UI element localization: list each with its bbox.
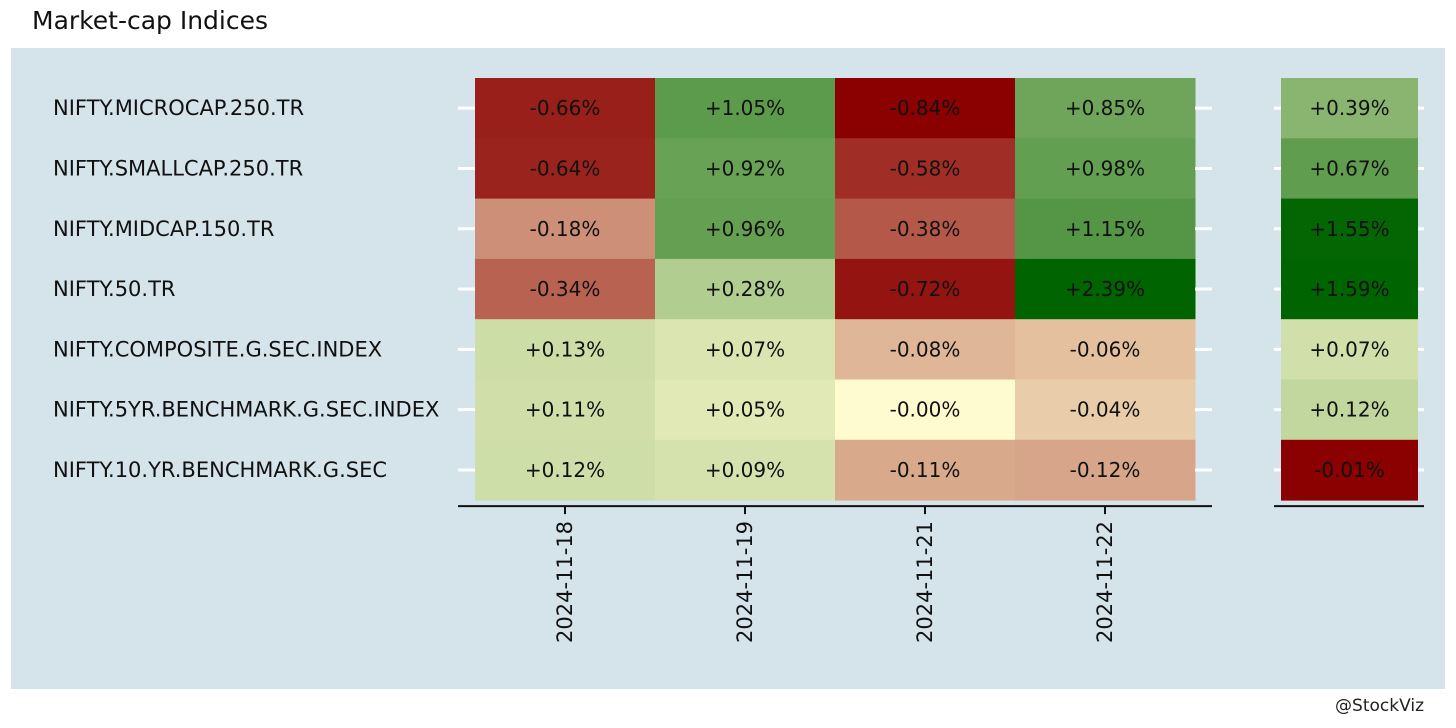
- heatmap-cell: [475, 258, 656, 320]
- cell-value-label: -0.64%: [530, 156, 601, 180]
- summary-value-label: +1.59%: [1309, 277, 1389, 301]
- summary-cell: [1281, 138, 1418, 200]
- heatmap-cell: [835, 319, 1016, 380]
- cell-value-label: -0.04%: [1070, 398, 1141, 422]
- cell-value-label: -0.38%: [890, 217, 961, 241]
- heatmap-cell: [655, 439, 836, 501]
- row-label: NIFTY.COMPOSITE.G.SEC.INDEX: [53, 337, 382, 361]
- cell-value-label: +0.85%: [1065, 96, 1145, 120]
- cell-value-label: +0.28%: [705, 277, 785, 301]
- summary-cell: [1281, 258, 1418, 320]
- cell-value-label: -0.08%: [890, 337, 961, 361]
- row-label: NIFTY.MICROCAP.250.TR: [53, 96, 304, 120]
- heatmap-cell: [655, 319, 836, 380]
- summary-cell: [1281, 379, 1418, 441]
- summary-cell: [1281, 319, 1418, 380]
- cell-value-label: +0.09%: [705, 458, 785, 482]
- tick-marks: [458, 106, 1424, 472]
- cell-value-label: +0.05%: [705, 398, 785, 422]
- summary-value-label: -0.01%: [1314, 458, 1385, 482]
- heatmap-cell: [475, 379, 656, 441]
- cell-value-label: -0.18%: [530, 217, 601, 241]
- x-tick-label: 2024-11-22: [1093, 521, 1117, 643]
- heatmap-cell: [655, 198, 836, 260]
- row-label: NIFTY.5YR.BENCHMARK.G.SEC.INDEX: [53, 398, 439, 422]
- heatmap-cell: [1015, 138, 1196, 200]
- cell-value-label: -0.84%: [890, 96, 961, 120]
- heatmap-cell: [655, 379, 836, 441]
- summary-value-label: +0.39%: [1309, 96, 1389, 120]
- heatmap-cell: [835, 439, 1016, 501]
- heatmap-cell: [1015, 319, 1196, 380]
- x-tick-label: 2024-11-21: [913, 521, 937, 643]
- summary-value-label: +0.07%: [1309, 337, 1389, 361]
- row-label: NIFTY.10.YR.BENCHMARK.G.SEC: [53, 458, 387, 482]
- heatmap-cell: [1015, 78, 1196, 139]
- row-labels: NIFTY.MICROCAP.250.TR NIFTY.SMALLCAP.250.…: [53, 96, 439, 482]
- cell-value-label: +0.13%: [525, 337, 605, 361]
- heatmap-cell: [835, 78, 1016, 139]
- cell-value-label: -0.06%: [1070, 337, 1141, 361]
- heatmap-chart: NIFTY.MICROCAP.250.TR NIFTY.SMALLCAP.250.…: [11, 48, 1445, 689]
- cell-value-label: -0.34%: [530, 277, 601, 301]
- summary-value-label: +0.12%: [1309, 398, 1389, 422]
- heatmap-cell: [475, 439, 656, 501]
- heatmap-cell: [475, 78, 656, 139]
- cell-value-label: -0.72%: [890, 277, 961, 301]
- cell-value-label: -0.11%: [890, 458, 961, 482]
- cell-value-label: -0.66%: [530, 96, 601, 120]
- heatmap-cell: [655, 138, 836, 200]
- x-tick-label: 2024-11-19: [733, 521, 757, 643]
- row-label: NIFTY.SMALLCAP.250.TR: [53, 156, 303, 180]
- summary-cell: [1281, 198, 1418, 260]
- cell-value-label: +0.98%: [1065, 156, 1145, 180]
- cell-value-label: -0.00%: [890, 398, 961, 422]
- heatmap-cell: [655, 258, 836, 320]
- heatmap-cell: [475, 319, 656, 380]
- cell-value-label: +0.12%: [525, 458, 605, 482]
- cell-value-label: -0.12%: [1070, 458, 1141, 482]
- heatmap-cell: [475, 198, 656, 260]
- cell-value-label: +0.11%: [525, 398, 605, 422]
- main-heatmap-cells: -0.66% +1.05% -0.84% +0.85% -0.64% +0.92% -0.5…: [475, 78, 1196, 501]
- cell-value-label: +0.92%: [705, 156, 785, 180]
- summary-cell: [1281, 439, 1418, 501]
- heatmap-cell: [655, 78, 836, 139]
- heatmap-cell: [1015, 258, 1196, 320]
- heatmap-cell: [835, 138, 1016, 200]
- heatmap-cell: [1015, 198, 1196, 260]
- row-label: NIFTY.MIDCAP.150.TR: [53, 217, 274, 241]
- cell-value-label: +0.96%: [705, 217, 785, 241]
- heatmap-cell: [835, 379, 1016, 441]
- cell-value-label: +0.07%: [705, 337, 785, 361]
- chart-panel: NIFTY.MICROCAP.250.TR NIFTY.SMALLCAP.250.…: [11, 48, 1445, 689]
- heatmap-cell: [835, 258, 1016, 320]
- axis-lines: [458, 505, 1424, 515]
- credit-text: @StockViz: [1335, 696, 1424, 716]
- cell-value-label: +2.39%: [1065, 277, 1145, 301]
- column-labels: 2024-11-18 2024-11-19 2024-11-21 2024-11-22: [553, 521, 1117, 643]
- heatmap-cell: [475, 138, 656, 200]
- summary-value-label: +1.55%: [1309, 217, 1389, 241]
- cell-value-label: +1.05%: [705, 96, 785, 120]
- heatmap-cell: [1015, 379, 1196, 441]
- x-tick-label: 2024-11-18: [553, 521, 577, 643]
- heatmap-cell: [835, 198, 1016, 260]
- cell-value-label: -0.58%: [890, 156, 961, 180]
- chart-title: Market-cap Indices: [32, 6, 269, 35]
- summary-heatmap-cells: +0.39% +0.67% +1.55% +1.59% +0.07% +0.12% -0.0…: [1281, 78, 1418, 501]
- summary-cell: [1281, 78, 1418, 139]
- summary-value-label: +0.67%: [1309, 156, 1389, 180]
- heatmap-cell: [1015, 439, 1196, 501]
- cell-value-label: +1.15%: [1065, 217, 1145, 241]
- row-label: NIFTY.50.TR: [53, 277, 176, 301]
